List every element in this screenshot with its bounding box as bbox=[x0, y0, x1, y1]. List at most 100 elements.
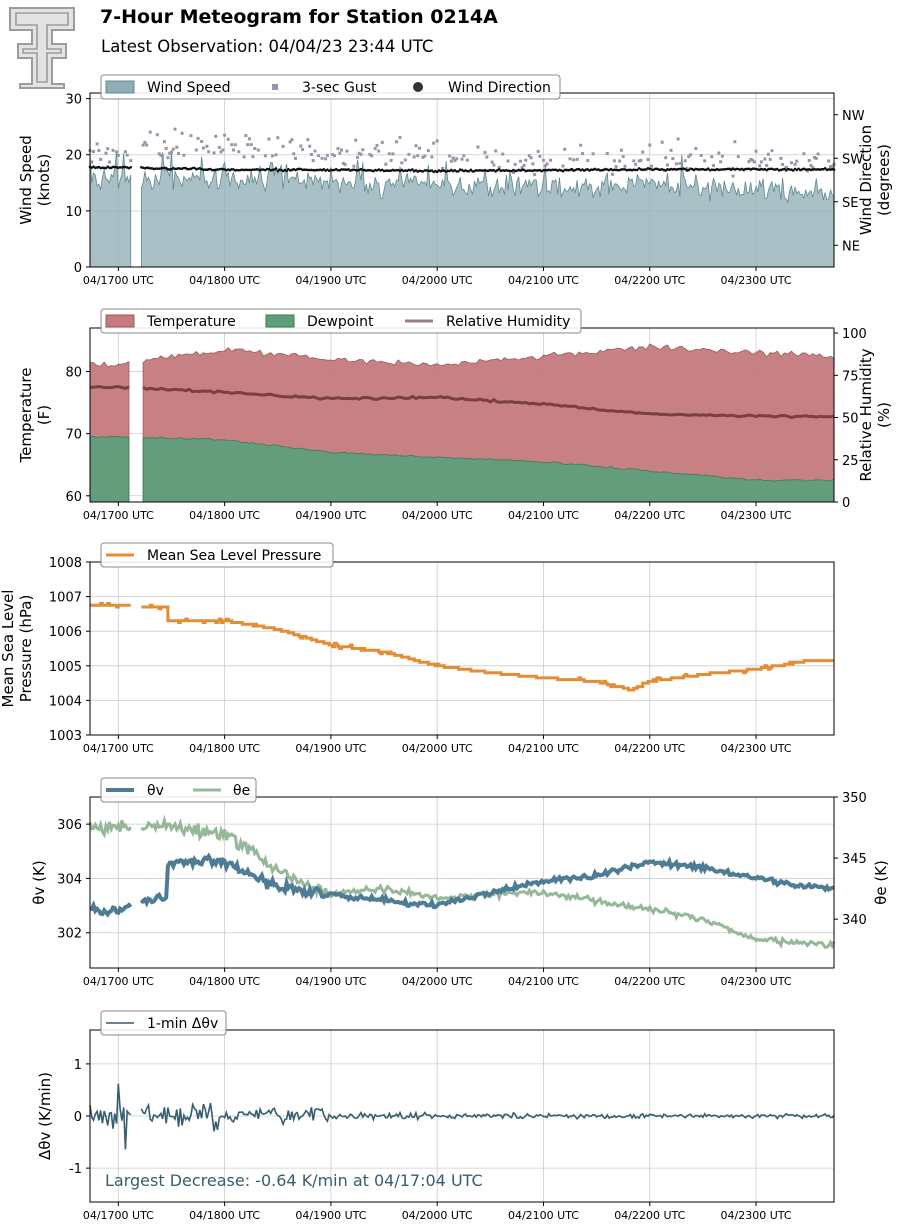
gust-point bbox=[781, 162, 785, 166]
gust-point bbox=[779, 156, 783, 160]
gust-point bbox=[162, 140, 166, 144]
gust-point bbox=[226, 137, 230, 141]
gust-point bbox=[671, 157, 675, 161]
gust-point bbox=[201, 146, 205, 150]
gust-point bbox=[641, 150, 645, 154]
gust-point bbox=[281, 144, 285, 148]
gust-point bbox=[432, 141, 436, 145]
y2-tick-label: NE bbox=[842, 239, 860, 254]
gust-point bbox=[145, 143, 149, 147]
x-tick-label: 04/1700 UTC bbox=[83, 1209, 154, 1222]
texas-tech-double-t-logo-icon bbox=[9, 7, 75, 89]
legend-box bbox=[100, 74, 561, 100]
x-tick-label: 04/2200 UTC bbox=[614, 742, 685, 755]
gust-point bbox=[325, 153, 329, 157]
gust-point bbox=[538, 154, 542, 158]
gust-point bbox=[793, 162, 797, 166]
x-tick-label: 04/2000 UTC bbox=[402, 742, 473, 755]
legend-wind-speed: Wind Speed bbox=[147, 80, 231, 96]
legend-dewpoint-patch bbox=[265, 314, 295, 328]
gust-point bbox=[710, 155, 714, 159]
x-tick-label: 04/1800 UTC bbox=[189, 509, 260, 522]
gust-point bbox=[249, 143, 253, 147]
gust-point bbox=[449, 159, 453, 163]
gust-point bbox=[533, 173, 537, 177]
gust-point bbox=[506, 159, 510, 163]
gust-point bbox=[618, 159, 622, 163]
gust-point bbox=[251, 155, 255, 159]
gust-point bbox=[116, 153, 120, 157]
legend-theta-e: θe bbox=[233, 783, 250, 799]
gust-point bbox=[231, 148, 235, 152]
wind-speed-axis-label: Wind Speed(knots) bbox=[17, 135, 53, 225]
gust-point bbox=[634, 162, 638, 166]
gust-point bbox=[830, 164, 834, 168]
gust-point bbox=[545, 162, 549, 166]
gust-point bbox=[398, 135, 402, 139]
y-tick-label: 1006 bbox=[49, 625, 82, 640]
gust-point bbox=[200, 139, 204, 143]
gust-point bbox=[621, 155, 625, 159]
legend-gust: 3-sec Gust bbox=[302, 80, 377, 96]
gust-point bbox=[324, 157, 328, 161]
wind-direction-point bbox=[783, 167, 786, 171]
wind-direction-point bbox=[636, 168, 639, 172]
wind-speed-area bbox=[140, 150, 835, 268]
delta-theta-axis-label: Δθv (K/min) bbox=[36, 1072, 54, 1160]
gust-point bbox=[768, 157, 772, 161]
theta-e-line bbox=[140, 814, 836, 950]
gust-point bbox=[173, 127, 177, 131]
gust-point bbox=[205, 144, 209, 148]
gust-point bbox=[92, 150, 96, 154]
gust-point bbox=[430, 155, 434, 159]
legend-temperature-patch bbox=[105, 314, 135, 328]
legend-wind-speed-patch bbox=[105, 80, 135, 94]
x-tick-label: 04/2100 UTC bbox=[508, 975, 579, 988]
gust-point bbox=[359, 152, 363, 156]
wind-speed-area bbox=[89, 151, 132, 268]
pressure-line bbox=[141, 603, 834, 692]
gust-point bbox=[703, 159, 707, 163]
legend-dewpoint: Dewpoint bbox=[307, 314, 374, 330]
dewpoint-area bbox=[142, 436, 835, 503]
gust-point bbox=[827, 159, 831, 163]
gust-point bbox=[301, 148, 305, 152]
gust-point bbox=[292, 152, 296, 156]
x-tick-label: 04/1900 UTC bbox=[295, 509, 366, 522]
gust-point bbox=[352, 164, 356, 168]
legend-wind-direction: Wind Direction bbox=[448, 80, 551, 96]
pressure-panel: 04/1700 UTC 04/1800 UTC 04/1900 UTC 04/2000… bbox=[0, 542, 835, 755]
wind-direction-point bbox=[706, 167, 710, 170]
y-tick-label: 70 bbox=[65, 428, 82, 443]
gust-point bbox=[212, 151, 216, 155]
gust-point bbox=[511, 171, 515, 175]
y2-tick-label: 350 bbox=[842, 791, 867, 806]
gust-point bbox=[104, 151, 108, 155]
gust-point bbox=[129, 159, 133, 163]
gust-point bbox=[391, 152, 395, 156]
gust-point bbox=[375, 143, 379, 147]
gust-point bbox=[95, 142, 99, 146]
gust-point bbox=[455, 157, 459, 161]
gust-point bbox=[676, 137, 680, 141]
gust-point bbox=[421, 155, 425, 159]
gust-point bbox=[407, 152, 411, 156]
gust-point bbox=[416, 154, 420, 158]
gust-point bbox=[423, 154, 427, 158]
delta-theta-panel: 04/1700 UTC 04/1800 UTC 04/1900 UTC 04/2000… bbox=[36, 1010, 835, 1222]
gust-point bbox=[141, 143, 145, 147]
gust-point bbox=[736, 155, 740, 159]
gust-point bbox=[90, 160, 94, 164]
x-tick-label: 04/2200 UTC bbox=[614, 274, 685, 287]
gust-point bbox=[368, 152, 372, 156]
gust-point bbox=[712, 164, 716, 168]
gust-point bbox=[361, 148, 365, 152]
gust-point bbox=[518, 159, 522, 163]
gust-point bbox=[107, 160, 111, 164]
gust-point bbox=[563, 147, 567, 151]
gust-point bbox=[763, 157, 767, 161]
gust-point bbox=[99, 157, 103, 161]
gust-point bbox=[370, 154, 374, 158]
legend-relative-humidity: Relative Humidity bbox=[446, 314, 570, 330]
